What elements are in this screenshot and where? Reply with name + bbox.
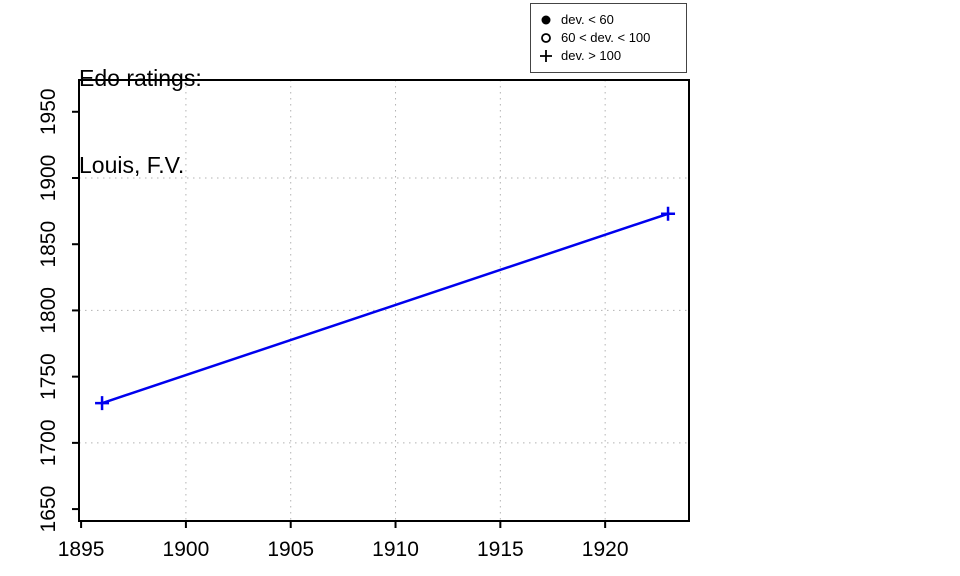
legend-item-dev-60-100: 60 < dev. < 100: [531, 29, 686, 47]
x-axis-tick-label: 1920: [582, 538, 629, 561]
chart-title-line1: Edo ratings:: [79, 65, 202, 91]
filled-circle-icon: [531, 11, 561, 29]
data-point-plus-marker: [661, 206, 676, 221]
data-point-plus-marker: [95, 396, 110, 411]
x-axis-tick-label: 1900: [163, 538, 210, 561]
x-axis-tick-label: 1895: [58, 538, 105, 561]
open-circle-icon: [531, 29, 561, 47]
x-axis-tick-label: 1910: [372, 538, 419, 561]
x-axis-tick-label: 1905: [267, 538, 314, 561]
x-axis-tick-label: 1915: [477, 538, 524, 561]
chart-title-line2: Louis, F.V.: [79, 152, 185, 178]
legend-label: dev. < 60: [561, 12, 614, 27]
rating-line: [101, 212, 669, 405]
legend-item-dev-lt-60: dev. < 60: [531, 11, 686, 29]
y-axis-tick-label: 1700: [37, 420, 60, 467]
legend-label: dev. > 100: [561, 48, 622, 63]
chart-title: Edo ratings: Louis, F.V.: [79, 6, 202, 238]
y-axis-tick-label: 1850: [37, 221, 60, 268]
y-axis-tick-label: 1900: [37, 155, 60, 202]
y-axis-tick-label: 1750: [37, 353, 60, 400]
plus-icon: [531, 47, 561, 65]
legend-item-dev-gt-100: dev. > 100: [531, 47, 686, 65]
legend: dev. < 60 60 < dev. < 100 dev. > 100: [530, 3, 687, 73]
legend-label: 60 < dev. < 100: [561, 30, 651, 45]
y-axis-tick-label: 1950: [37, 88, 60, 135]
plot-border: [78, 79, 690, 522]
y-axis-tick-label: 1800: [37, 287, 60, 334]
y-axis-tick-label: 1650: [37, 486, 60, 533]
